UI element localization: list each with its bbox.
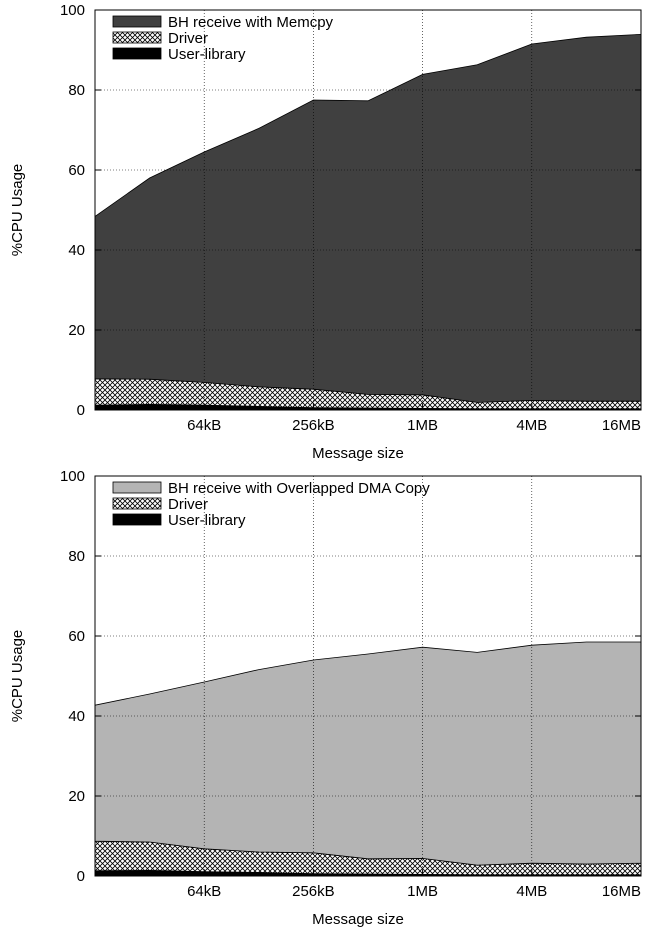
- plot-frame: [94, 475, 642, 877]
- y-tick-label: 80: [68, 548, 85, 565]
- x-tick-label: 16MB: [602, 883, 641, 900]
- y-tick-label: 100: [60, 2, 85, 19]
- legend-swatch: [112, 481, 162, 494]
- legend-swatch: [112, 15, 162, 28]
- y-tick-label: 60: [68, 162, 85, 179]
- x-axis-label: Message size: [312, 911, 404, 928]
- y-tick-label: 80: [68, 82, 85, 99]
- x-tick-label: 256kB: [292, 883, 335, 900]
- x-tick-label: 16MB: [602, 417, 641, 434]
- x-axis-label: Message size: [312, 445, 404, 462]
- y-tick-label: 60: [68, 628, 85, 645]
- x-tick-label: 4MB: [516, 883, 547, 900]
- x-tick-label: 64kB: [187, 417, 221, 434]
- chart-dma-copy: 0 20 40 60 80 100 64kB 256kB 1MB 4MB 16MB Message s…: [0, 466, 663, 931]
- chart-svg: 0 20 40 60 80 100 64kB 256kB 1MB 4MB 16MB Message s…: [9, 468, 642, 928]
- chart-memcpy: 0 20 40 60 80 100 64kB 256kB 1MB 4MB 16MB Message s…: [0, 0, 663, 465]
- x-tick-label: 1MB: [407, 417, 438, 434]
- plot-frame: [94, 9, 642, 411]
- x-tick-label: 256kB: [292, 417, 335, 434]
- legend-swatch: [112, 47, 162, 60]
- x-tick-label: 1MB: [407, 883, 438, 900]
- legend-swatch: [112, 497, 162, 510]
- legend-entry: BH receive with Memcpy: [168, 14, 334, 31]
- chart-svg: 0 20 40 60 80 100 64kB 256kB 1MB 4MB 16MB Message s…: [9, 2, 642, 462]
- y-tick-label: 40: [68, 242, 85, 259]
- area-series-2: [94, 33, 642, 403]
- y-tick-label: 20: [68, 322, 85, 339]
- y-tick-label: 100: [60, 468, 85, 485]
- legend-swatch: [112, 513, 162, 526]
- legend-entry: BH receive with Overlapped DMA Copy: [168, 480, 430, 497]
- legend-entry: Driver: [168, 496, 208, 513]
- area-series-2: [94, 641, 642, 866]
- legend-entry: Driver: [168, 30, 208, 47]
- y-tick-label: 20: [68, 788, 85, 805]
- y-axis-label: %CPU Usage: [9, 164, 26, 257]
- legend-entry: User-library: [168, 512, 246, 529]
- y-tick-label: 0: [77, 868, 85, 885]
- y-tick-label: 40: [68, 708, 85, 725]
- y-tick-label: 0: [77, 402, 85, 419]
- y-axis-label: %CPU Usage: [9, 630, 26, 723]
- x-tick-label: 64kB: [187, 883, 221, 900]
- legend-entry: User-library: [168, 46, 246, 63]
- x-tick-label: 4MB: [516, 417, 547, 434]
- legend-swatch: [112, 31, 162, 44]
